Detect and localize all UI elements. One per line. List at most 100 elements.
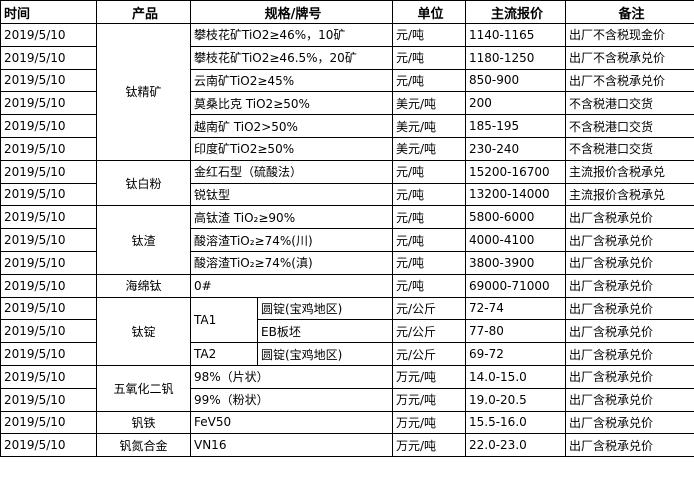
spec-cell: 酸溶渣TiO₂≥74%(滇) xyxy=(190,250,393,275)
price-cell: 15.5-16.0 xyxy=(465,410,566,435)
table-row: 2019/5/10 越南矿 TiO2>50% 美元/吨 185-195 不含税港口交货 xyxy=(0,114,694,138)
price-cell: 185-195 xyxy=(465,114,566,138)
note-cell: 出厂含税承兑价 xyxy=(565,296,694,321)
unit-cell: 美元/吨 xyxy=(392,91,466,116)
table-row: 2019/5/10 钛渣 高钛渣 TiO₂≥90% 元/吨 5800-6000 出厂含税承… xyxy=(0,205,694,275)
unit-cell: 元/吨 xyxy=(392,23,466,47)
spec-cell: 越南矿 TiO2>50% xyxy=(190,114,393,138)
date-cell: 2019/5/10 xyxy=(0,68,97,93)
date-cell: 2019/5/10 xyxy=(0,273,97,298)
price-cell: 14.0-15.0 xyxy=(465,364,566,389)
spec-cell: 莫桑比克 TiO2≥50% xyxy=(190,91,393,116)
price-cell: 1140-1165 xyxy=(465,23,566,47)
date-cell: 2019/5/10 xyxy=(0,387,97,412)
unit-cell: 元/吨 xyxy=(392,228,466,252)
header-note: 备注 xyxy=(565,0,694,24)
unit-cell: 万元/吨 xyxy=(392,387,466,412)
spec-cell: 印度矿TiO2≥50% xyxy=(190,136,393,161)
date-cell: 2019/5/10 xyxy=(0,410,97,435)
table-row: 2019/5/10 钛精矿 攀枝花矿TiO2≥46%，10矿 元/吨 1140-1165… xyxy=(0,23,694,161)
unit-cell: 元/公斤 xyxy=(392,296,466,321)
header-price: 主流报价 xyxy=(465,0,566,24)
spec-cell: 酸溶渣TiO₂≥74%(川) xyxy=(190,228,393,252)
note-cell: 出厂含税承兑价 xyxy=(565,342,694,366)
note-cell: 出厂含税承兑价 xyxy=(565,433,694,458)
note-cell: 出厂含税承兑价 xyxy=(565,250,694,275)
header-product: 产品 xyxy=(96,0,191,24)
price-cell: 200 xyxy=(465,91,566,116)
unit-cell: 万元/吨 xyxy=(392,364,466,389)
date-cell: 2019/5/10 xyxy=(0,364,97,389)
date-cell: 2019/5/10 xyxy=(0,228,97,252)
table-row: 2019/5/10 TA2 圆锭(宝鸡地区) 元/公斤 69-72 出厂含税承兑价 xyxy=(0,342,694,366)
table-row: 2019/5/10 攀枝花矿TiO2≥46.5%，20矿 元/吨 1180-1250 出… xyxy=(0,45,694,70)
date-cell: 2019/5/10 xyxy=(0,296,97,321)
price-cell: 77-80 xyxy=(465,319,566,344)
price-cell: 69000-71000 xyxy=(465,273,566,298)
date-cell: 2019/5/10 xyxy=(0,23,97,47)
note-cell: 出厂含税承兑价 xyxy=(565,410,694,435)
spec-cell: 0# xyxy=(190,273,393,298)
price-cell: 1180-1250 xyxy=(465,45,566,70)
table-row: 2019/5/10 99%（粉状） 万元/吨 19.0-20.5 出厂含税承兑价 xyxy=(0,387,694,412)
date-cell: 2019/5/10 xyxy=(0,205,97,230)
note-cell: 出厂含税承兑价 xyxy=(565,387,694,412)
unit-cell: 万元/吨 xyxy=(392,433,466,458)
price-cell: 4000-4100 xyxy=(465,228,566,252)
header-unit: 单位 xyxy=(392,0,466,24)
grade-cell: TA2 xyxy=(190,342,258,366)
unit-cell: 美元/吨 xyxy=(392,136,466,161)
unit-cell: 元/公斤 xyxy=(392,342,466,366)
unit-cell: 元/公斤 xyxy=(392,319,466,344)
note-cell: 不含税港口交货 xyxy=(565,136,694,161)
spec-cell: 圆锭(宝鸡地区) xyxy=(257,296,393,321)
unit-cell: 元/吨 xyxy=(392,250,466,275)
unit-cell: 美元/吨 xyxy=(392,114,466,138)
product-cell: 钛锭 xyxy=(96,296,191,366)
price-cell: 850-900 xyxy=(465,68,566,93)
unit-cell: 元/吨 xyxy=(392,273,466,298)
date-cell: 2019/5/10 xyxy=(0,91,97,116)
price-cell: 13200-14000 xyxy=(465,182,566,207)
unit-cell: 元/吨 xyxy=(392,159,466,184)
unit-cell: 元/吨 xyxy=(392,45,466,70)
note-cell: 出厂含税承兑价 xyxy=(565,205,694,230)
note-cell: 出厂含税承兑价 xyxy=(565,364,694,389)
spec-cell: VN16 xyxy=(190,433,393,458)
spec-cell: 云南矿TiO2≥45% xyxy=(190,68,393,93)
spec-cell: 锐钛型 xyxy=(190,182,393,207)
price-cell: 5800-6000 xyxy=(465,205,566,230)
table-row: 2019/5/10 钒氮合金 VN16 万元/吨 22.0-23.0 出厂含税承兑价 xyxy=(0,433,694,458)
product-cell: 钒铁 xyxy=(96,410,191,435)
price-cell: 230-240 xyxy=(465,136,566,161)
spec-cell: FeV50 xyxy=(190,410,393,435)
date-cell: 2019/5/10 xyxy=(0,433,97,458)
table-row: 2019/5/10 印度矿TiO2≥50% 美元/吨 230-240 不含税港口交货 xyxy=(0,136,694,161)
spec-cell: 99%（粉状） xyxy=(190,387,393,412)
table-row: 2019/5/10 海绵钛 0# 元/吨 69000-71000 出厂含税承兑价 xyxy=(0,273,694,298)
note-cell: 不含税港口交货 xyxy=(565,91,694,116)
product-cell: 钛渣 xyxy=(96,205,191,275)
date-cell: 2019/5/10 xyxy=(0,342,97,366)
table-row: 2019/5/10 酸溶渣TiO₂≥74%(滇) 元/吨 3800-3900 出厂含税承… xyxy=(0,250,694,275)
note-cell: 主流报价含税承兑 xyxy=(565,182,694,207)
note-cell: 出厂含税承兑价 xyxy=(565,319,694,344)
date-cell: 2019/5/10 xyxy=(0,114,97,138)
date-cell: 2019/5/10 xyxy=(0,136,97,161)
note-cell: 主流报价含税承兑 xyxy=(565,159,694,184)
unit-cell: 元/吨 xyxy=(392,205,466,230)
note-cell: 出厂不含税承兑价 xyxy=(565,68,694,93)
price-cell: 22.0-23.0 xyxy=(465,433,566,458)
spec-cell: 高钛渣 TiO₂≥90% xyxy=(190,205,393,230)
table-row: 2019/5/10 五氧化二钒 98%（片状） 万元/吨 14.0-15.0 出厂含税承兑… xyxy=(0,364,694,412)
header-row: 时间 产品 规格/牌号 单位 主流报价 备注 xyxy=(0,0,694,24)
note-cell: 出厂含税承兑价 xyxy=(565,273,694,298)
table-row: 2019/5/10 钛锭 TA1 圆锭(宝鸡地区) 元/公斤 72-74 出厂含税承兑价 xyxy=(0,296,694,366)
date-cell: 2019/5/10 xyxy=(0,45,97,70)
note-cell: 出厂不含税承兑价 xyxy=(565,45,694,70)
note-cell: 出厂含税承兑价 xyxy=(565,228,694,252)
header-date: 时间 xyxy=(0,0,97,24)
date-cell: 2019/5/10 xyxy=(0,182,97,207)
table-row: 2019/5/10 莫桑比克 TiO2≥50% 美元/吨 200 不含税港口交货 xyxy=(0,91,694,116)
spec-cell: 98%（片状） xyxy=(190,364,393,389)
